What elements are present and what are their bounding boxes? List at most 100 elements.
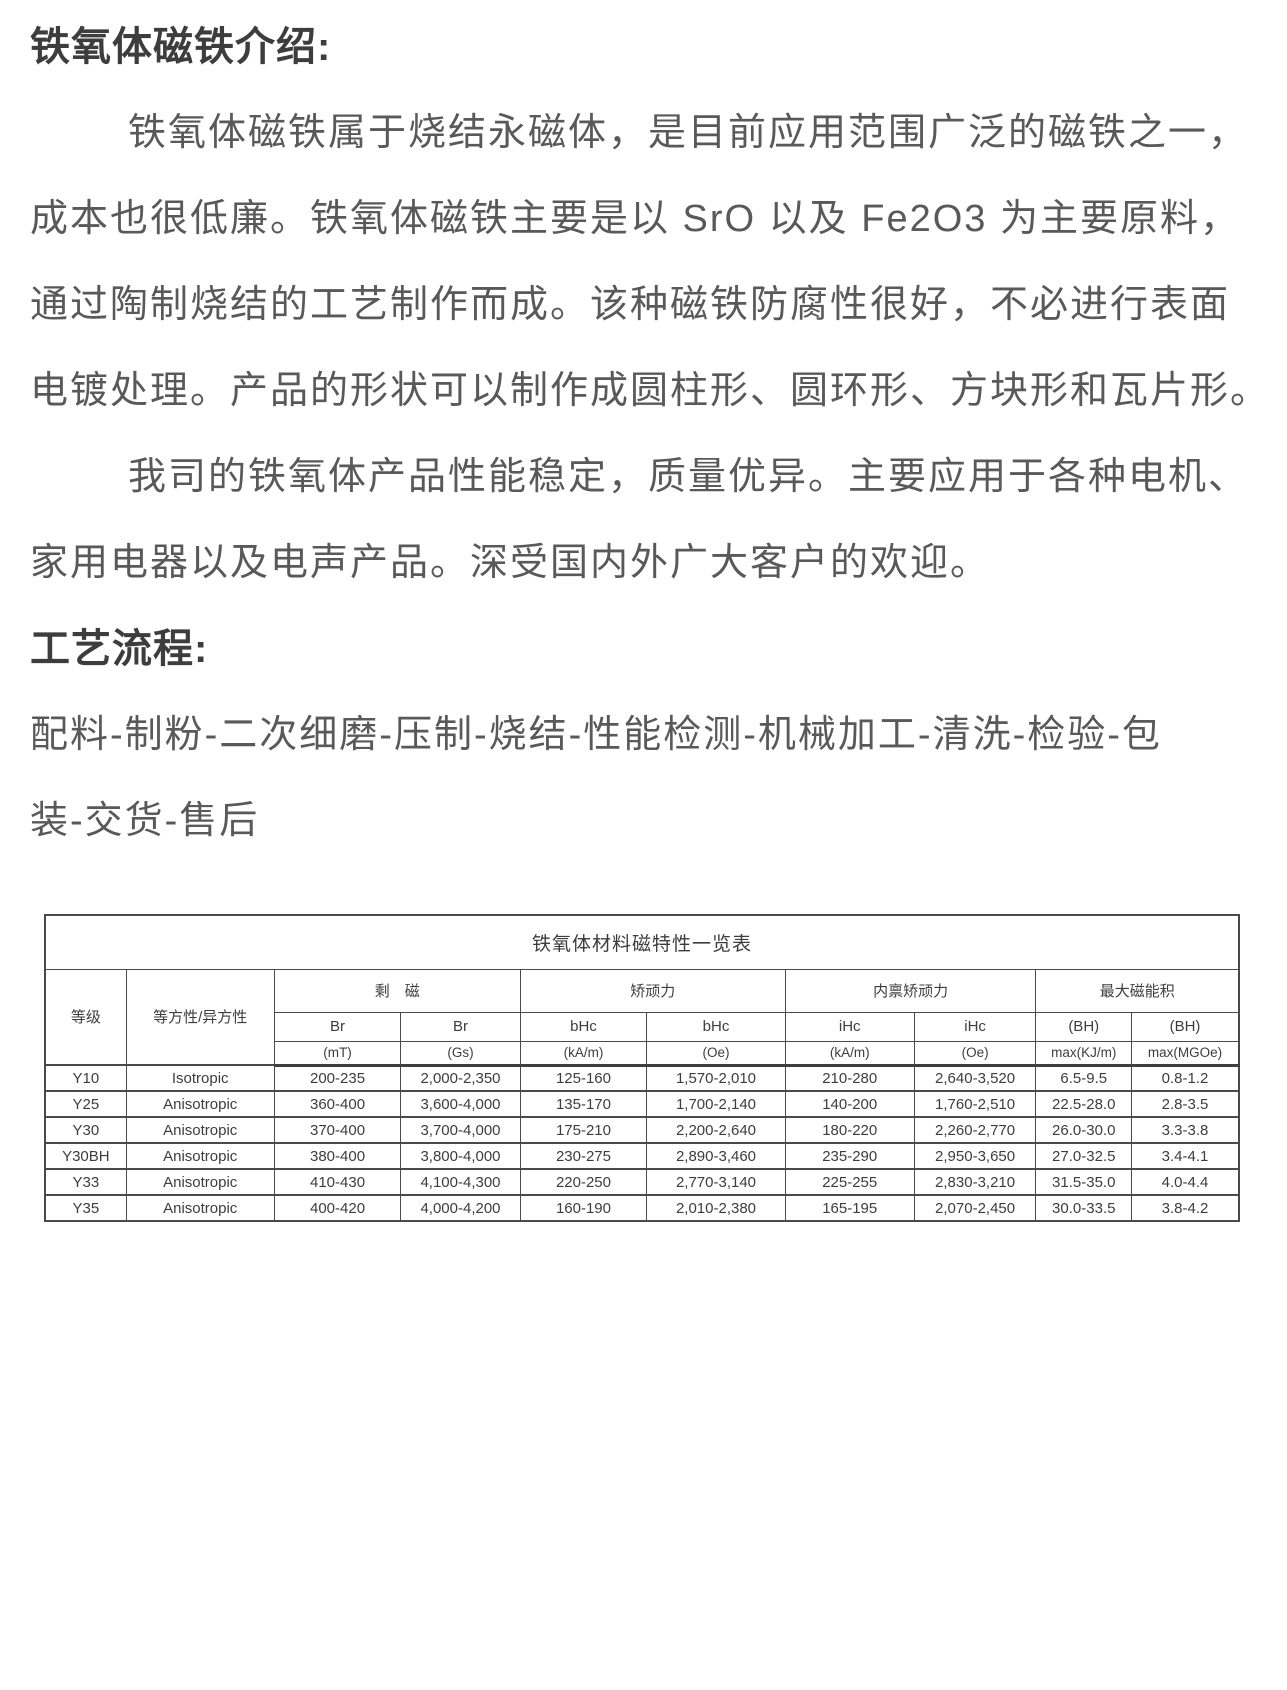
value-cell: 125-160 bbox=[519, 1064, 648, 1092]
col-header-isotropy: 等方性/异方性 bbox=[125, 968, 275, 1066]
table-row: Y30BH Anisotropic 380-400 3,800-4,000 230-27… bbox=[44, 1142, 1240, 1170]
unit-header: (kA/m) bbox=[519, 1040, 648, 1067]
symbol-header: iHc bbox=[913, 1011, 1037, 1042]
symbol-header: bHc bbox=[519, 1011, 648, 1042]
text-line: 通过陶制烧结的工艺制作而成。该种磁铁防腐性很好，不必进行表面 bbox=[30, 284, 1231, 326]
unit-header: (Oe) bbox=[646, 1040, 786, 1067]
unit-header: max(MGOe) bbox=[1130, 1040, 1240, 1067]
grade-cell: Y33 bbox=[44, 1168, 127, 1196]
isotropy-cell: Anisotropic bbox=[125, 1194, 275, 1222]
value-cell: 2,770-3,140 bbox=[646, 1168, 786, 1196]
value-cell: 0.8-1.2 bbox=[1130, 1064, 1240, 1092]
process-heading: 工艺流程: bbox=[30, 627, 209, 671]
value-cell: 4,000-4,200 bbox=[400, 1194, 521, 1222]
group-header-max-energy-product: 最大磁能积 bbox=[1035, 968, 1240, 1013]
value-cell: 230-275 bbox=[519, 1142, 648, 1170]
symbol-header: iHc bbox=[784, 1011, 915, 1042]
value-cell: 3.8-4.2 bbox=[1130, 1194, 1240, 1222]
unit-header: (Gs) bbox=[400, 1040, 521, 1067]
value-cell: 31.5-35.0 bbox=[1035, 1168, 1132, 1196]
value-cell: 380-400 bbox=[273, 1142, 402, 1170]
intro-paragraph-2: 我司的铁氧体产品性能稳定，质量优异。主要应用于各种电机、 家用电器以及电声产品。… bbox=[30, 434, 1255, 606]
text-line: 装-交货-售后 bbox=[30, 800, 260, 842]
value-cell: 2,000-2,350 bbox=[400, 1064, 521, 1092]
value-cell: 140-200 bbox=[784, 1090, 915, 1118]
table-group-header-row: 等级 等方性/异方性 剩 磁 矫顽力 内禀矫顽力 最大磁能积 bbox=[44, 968, 1240, 1066]
value-cell: 225-255 bbox=[784, 1168, 915, 1196]
value-cell: 2,890-3,460 bbox=[646, 1142, 786, 1170]
grade-cell: Y25 bbox=[44, 1090, 127, 1118]
grade-cell: Y30BH bbox=[44, 1142, 127, 1170]
value-cell: 135-170 bbox=[519, 1090, 648, 1118]
value-cell: 3,700-4,000 bbox=[400, 1116, 521, 1144]
grade-cell: Y30 bbox=[44, 1116, 127, 1144]
group-header-intrinsic-coercivity: 内禀矫顽力 bbox=[784, 968, 1037, 1013]
grade-cell: Y35 bbox=[44, 1194, 127, 1222]
value-cell: 400-420 bbox=[273, 1194, 402, 1222]
table-row: Y33 Anisotropic 410-430 4,100-4,300 220-250 2… bbox=[44, 1168, 1240, 1196]
value-cell: 235-290 bbox=[784, 1142, 915, 1170]
table-row: Y35 Anisotropic 400-420 4,000-4,200 160-190 2… bbox=[44, 1194, 1240, 1222]
value-cell: 3.3-3.8 bbox=[1130, 1116, 1240, 1144]
isotropy-cell: Anisotropic bbox=[125, 1090, 275, 1118]
value-cell: 26.0-30.0 bbox=[1035, 1116, 1132, 1144]
value-cell: 370-400 bbox=[273, 1116, 402, 1144]
value-cell: 2,950-3,650 bbox=[913, 1142, 1037, 1170]
value-cell: 3.4-4.1 bbox=[1130, 1142, 1240, 1170]
symbol-header: (BH) bbox=[1035, 1011, 1132, 1042]
isotropy-cell: Isotropic bbox=[125, 1064, 275, 1092]
value-cell: 4,100-4,300 bbox=[400, 1168, 521, 1196]
isotropy-cell: Anisotropic bbox=[125, 1116, 275, 1144]
document-content: 铁氧体磁铁介绍: 铁氧体磁铁属于烧结永磁体，是目前应用范围广泛的磁铁之一， 成本… bbox=[30, 25, 1271, 1222]
unit-header: (kA/m) bbox=[784, 1040, 915, 1067]
value-cell: 4.0-4.4 bbox=[1130, 1168, 1240, 1196]
text-line: 成本也很低廉。铁氧体磁铁主要是以 SrO 以及 Fe2O3 为主要原料， bbox=[30, 198, 1240, 240]
value-cell: 1,700-2,140 bbox=[646, 1090, 786, 1118]
isotropy-cell: Anisotropic bbox=[125, 1142, 275, 1170]
intro-paragraph-1: 铁氧体磁铁属于烧结永磁体，是目前应用范围广泛的磁铁之一， 成本也很低廉。铁氧体磁… bbox=[30, 90, 1271, 434]
table-body: Y10 Isotropic 200-235 2,000-2,350 125-160 1,5… bbox=[44, 1064, 1240, 1222]
value-cell: 3,600-4,000 bbox=[400, 1090, 521, 1118]
table-header: 铁氧体材料磁特性一览表 等级 等方性/异方性 剩 磁 矫顽力 内禀矫顽力 最大磁… bbox=[44, 914, 1240, 1067]
table-symbol-row: Br Br bHc bHc iHc iHc (BH) (BH) bbox=[45, 1011, 1240, 1042]
table-row: Y30 Anisotropic 370-400 3,700-4,000 175-210 2… bbox=[44, 1116, 1240, 1144]
value-cell: 22.5-28.0 bbox=[1035, 1090, 1132, 1118]
value-cell: 2,260-2,770 bbox=[913, 1116, 1037, 1144]
magnetic-properties-table: 铁氧体材料磁特性一览表 等级 等方性/异方性 剩 磁 矫顽力 内禀矫顽力 最大磁… bbox=[44, 914, 1240, 1222]
value-cell: 1,570-2,010 bbox=[646, 1064, 786, 1092]
symbol-header: Br bbox=[400, 1011, 521, 1042]
value-cell: 3,800-4,000 bbox=[400, 1142, 521, 1170]
grade-cell: Y10 bbox=[44, 1064, 127, 1092]
value-cell: 2,830-3,210 bbox=[913, 1168, 1037, 1196]
text-line: 铁氧体磁铁属于烧结永磁体，是目前应用范围广泛的磁铁之一， bbox=[128, 112, 1249, 154]
value-cell: 220-250 bbox=[519, 1168, 648, 1196]
value-cell: 410-430 bbox=[273, 1168, 402, 1196]
process-flow: 配料-制粉-二次细磨-压制-烧结-性能检测-机械加工-清洗-检验-包 装-交货-… bbox=[30, 692, 1255, 864]
text-line: 配料-制粉-二次细磨-压制-烧结-性能检测-机械加工-清洗-检验-包 bbox=[30, 714, 1162, 756]
table-unit-row: (mT) (Gs) (kA/m) (Oe) (kA/m) (Oe) max(KJ… bbox=[45, 1040, 1240, 1067]
table-row: Y10 Isotropic 200-235 2,000-2,350 125-160 1,5… bbox=[44, 1064, 1240, 1092]
isotropy-cell: Anisotropic bbox=[125, 1168, 275, 1196]
unit-header: (mT) bbox=[273, 1040, 402, 1067]
intro-heading: 铁氧体磁铁介绍: bbox=[30, 25, 332, 69]
value-cell: 175-210 bbox=[519, 1116, 648, 1144]
symbol-header: Br bbox=[273, 1011, 402, 1042]
value-cell: 2.8-3.5 bbox=[1130, 1090, 1240, 1118]
unit-header: max(KJ/m) bbox=[1035, 1040, 1132, 1067]
text-line: 电镀处理。产品的形状可以制作成圆柱形、圆环形、方块形和瓦片形。 bbox=[30, 370, 1271, 412]
unit-header: (Oe) bbox=[913, 1040, 1037, 1067]
value-cell: 2,070-2,450 bbox=[913, 1194, 1037, 1222]
value-cell: 165-195 bbox=[784, 1194, 915, 1222]
group-header-coercivity: 矫顽力 bbox=[519, 968, 786, 1013]
text-line: 我司的铁氧体产品性能稳定，质量优异。主要应用于各种电机、 bbox=[128, 456, 1249, 498]
table-title: 铁氧体材料磁特性一览表 bbox=[44, 914, 1240, 970]
value-cell: 6.5-9.5 bbox=[1035, 1064, 1132, 1092]
value-cell: 200-235 bbox=[273, 1064, 402, 1092]
table-row: Y25 Anisotropic 360-400 3,600-4,000 135-170 1… bbox=[44, 1090, 1240, 1118]
value-cell: 160-190 bbox=[519, 1194, 648, 1222]
value-cell: 1,760-2,510 bbox=[913, 1090, 1037, 1118]
text-line: 家用电器以及电声产品。深受国内外广大客户的欢迎。 bbox=[30, 542, 991, 584]
value-cell: 2,640-3,520 bbox=[913, 1064, 1037, 1092]
value-cell: 2,010-2,380 bbox=[646, 1194, 786, 1222]
